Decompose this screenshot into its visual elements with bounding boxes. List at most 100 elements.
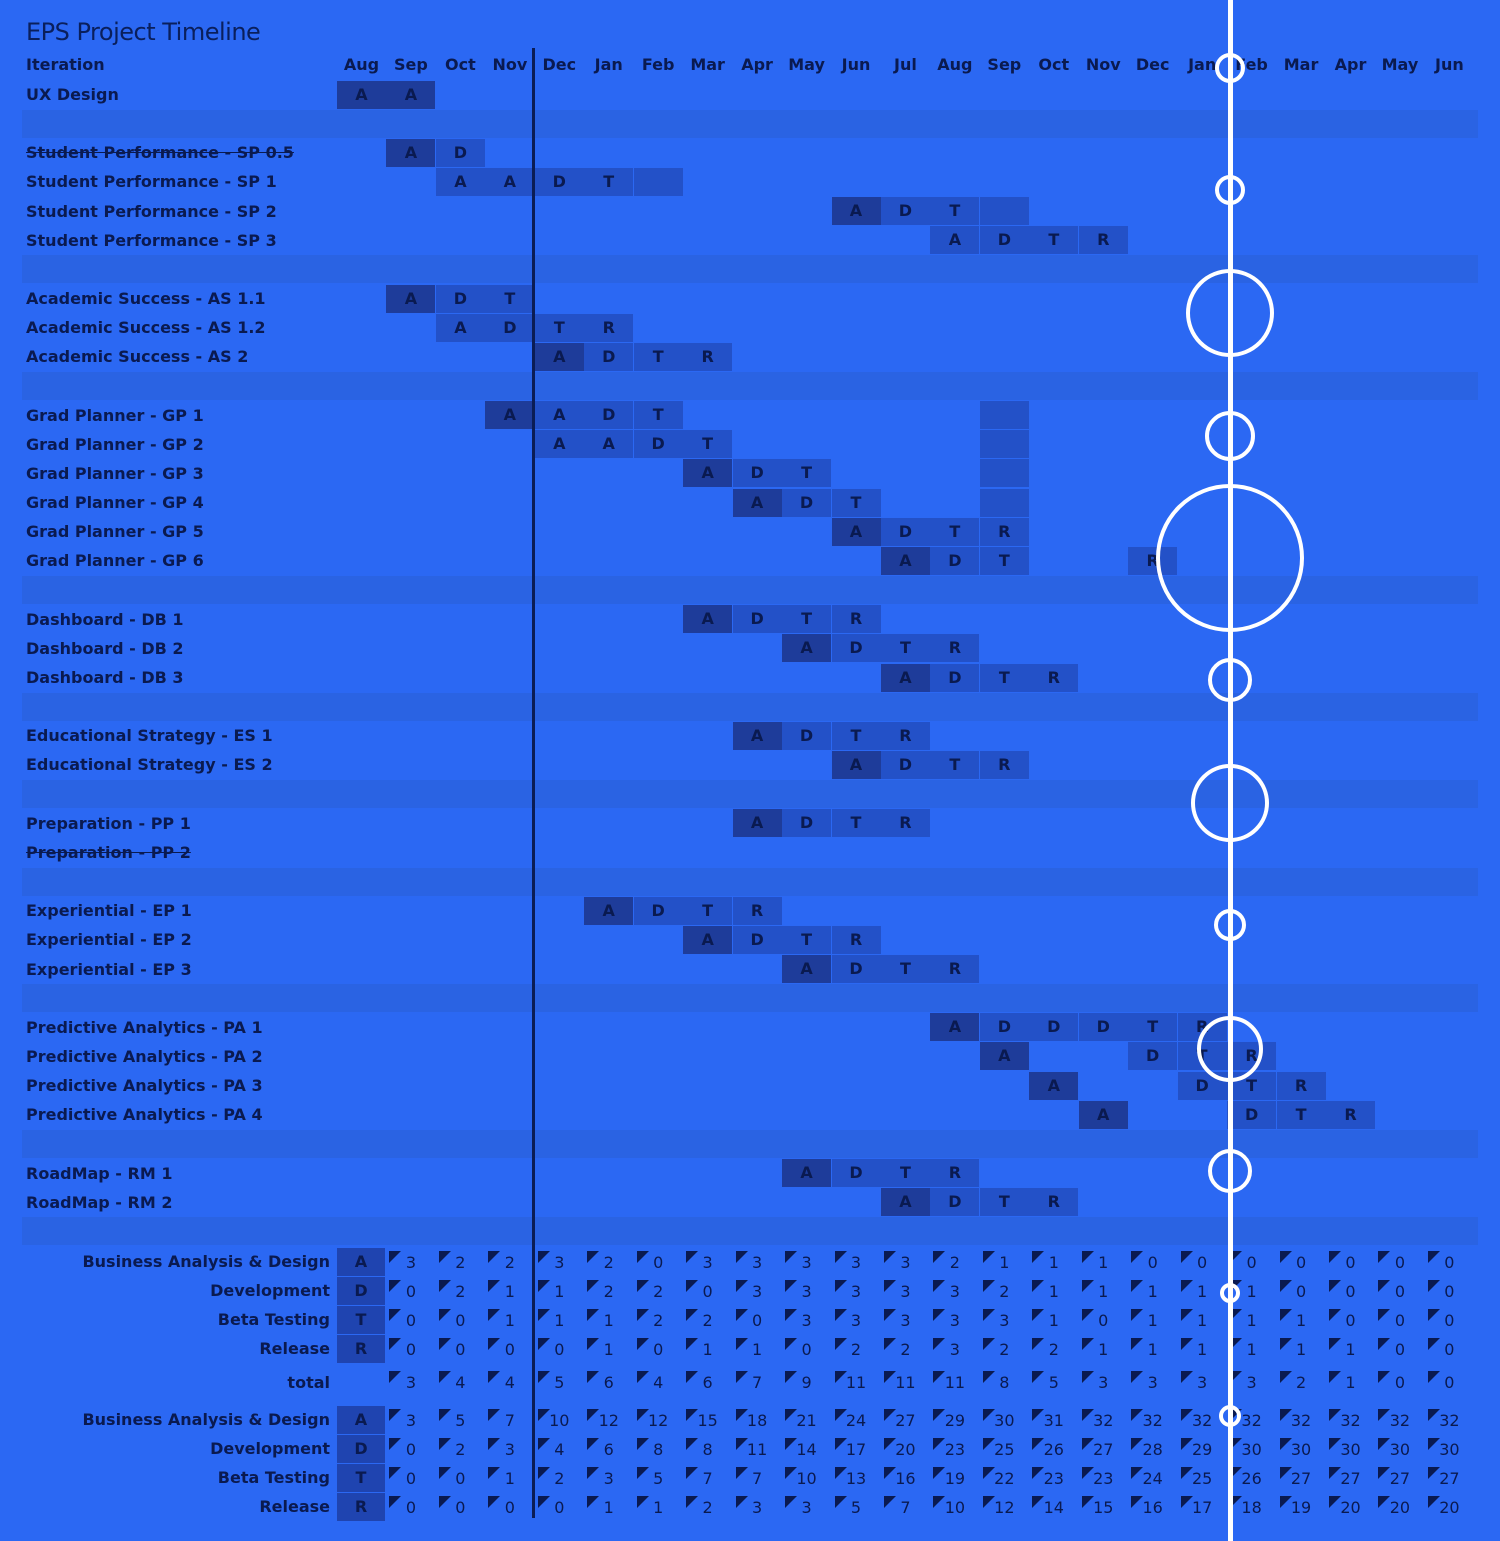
phase-cell <box>633 167 683 196</box>
phase-cell: T <box>782 605 832 634</box>
phase-cell: D <box>633 896 683 925</box>
phase-cell: T <box>831 721 881 750</box>
summary-value: 1 <box>1128 1335 1177 1363</box>
phase-cell: A <box>880 663 930 692</box>
summary-value: 3 <box>535 1248 584 1276</box>
summary-value: 7 <box>881 1493 930 1521</box>
page-title: EPS Project Timeline <box>26 18 261 46</box>
phase-cell: D <box>732 605 782 634</box>
summary-value: 0 <box>1425 1248 1474 1276</box>
summary-value: 0 <box>1277 1248 1326 1276</box>
phase-cell: T <box>979 663 1029 692</box>
iteration-label: Grad Planner - GP 2 <box>26 434 204 454</box>
summary-value: 25 <box>1178 1464 1227 1492</box>
overlay-circle <box>1215 53 1245 83</box>
summary-value: 10 <box>930 1493 979 1521</box>
phase-cell: A <box>880 546 930 575</box>
iteration-label: Preparation - PP 1 <box>26 813 191 833</box>
summary-value: 0 <box>1375 1277 1424 1305</box>
iteration-label: Grad Planner - GP 3 <box>26 463 204 483</box>
phase-cell: A <box>534 342 584 371</box>
total-value: 4 <box>634 1368 683 1396</box>
total-value: 4 <box>436 1368 485 1396</box>
summary-value: 20 <box>1425 1493 1474 1521</box>
summary-value: 0 <box>634 1248 683 1276</box>
phase-cell: T <box>633 342 683 371</box>
iteration-header: Iteration <box>26 55 105 74</box>
month-label: Sep <box>394 55 428 74</box>
month-label: Jan <box>594 55 623 74</box>
phase-cell: T <box>831 809 881 838</box>
summary-value: 0 <box>535 1335 584 1363</box>
summary-value: 1 <box>535 1306 584 1334</box>
separator-band <box>22 1129 1478 1158</box>
phase-cell: D <box>930 1188 980 1217</box>
phase-cell: D <box>485 313 535 342</box>
summary-value: 0 <box>386 1493 435 1521</box>
summary-value: 0 <box>1277 1277 1326 1305</box>
summary-value: 0 <box>1326 1306 1375 1334</box>
summary-value: 1 <box>535 1277 584 1305</box>
summary-value: 11 <box>733 1435 782 1463</box>
phase-cell: A <box>782 955 832 983</box>
summary-value: 2 <box>1029 1335 1078 1363</box>
phase-cell: D <box>1029 1013 1079 1042</box>
summary-value: 23 <box>930 1435 979 1463</box>
phase-cell: R <box>831 605 881 634</box>
phase-cell: R <box>831 925 881 954</box>
summary-label: Business Analysis & Design <box>82 1410 330 1429</box>
iteration-label: Grad Planner - GP 1 <box>26 405 204 425</box>
summary-value: 24 <box>832 1406 881 1434</box>
overlay-circle <box>1186 269 1274 357</box>
iteration-label: RoadMap - RM 1 <box>26 1163 173 1183</box>
summary-value: 26 <box>1029 1435 1078 1463</box>
separator-band <box>22 109 1478 138</box>
summary-value: 3 <box>881 1306 930 1334</box>
overlay-circle <box>1219 1405 1241 1427</box>
phase-cell <box>979 197 1029 226</box>
summary-value: 10 <box>782 1464 831 1492</box>
summary-value: 0 <box>1425 1277 1474 1305</box>
phase-cell: D <box>534 167 584 196</box>
month-label: Dec <box>1135 55 1170 74</box>
total-value: 9 <box>782 1368 831 1396</box>
iteration-label: UX Design <box>26 85 119 104</box>
total-value: 3 <box>1227 1368 1276 1396</box>
month-label: Jul <box>894 55 917 74</box>
summary-value: 1 <box>733 1335 782 1363</box>
summary-value: 1 <box>1178 1306 1227 1334</box>
summary-value: 3 <box>485 1435 534 1463</box>
phase-cell: A <box>584 896 634 925</box>
phase-cell: D <box>1078 1013 1128 1042</box>
iteration-label: Experiential - EP 1 <box>26 901 192 921</box>
phase-cell: A <box>683 459 733 488</box>
summary-value: 3 <box>386 1248 435 1276</box>
phase-cell: D <box>831 955 881 983</box>
iteration-label: Grad Planner - GP 6 <box>26 551 204 571</box>
overlay-circle <box>1205 411 1255 461</box>
phase-cell: T <box>683 430 733 459</box>
summary-value: 0 <box>485 1335 534 1363</box>
phase-cell <box>979 488 1029 517</box>
summary-value: 3 <box>782 1248 831 1276</box>
phase-cell: T <box>1276 1100 1326 1129</box>
phase-cell: D <box>831 634 881 663</box>
iteration-label: Grad Planner - GP 4 <box>26 493 204 513</box>
summary-value: 17 <box>832 1435 881 1463</box>
summary-value: 1 <box>1079 1248 1128 1276</box>
summary-value: 32 <box>1425 1406 1474 1434</box>
phase-letter: D <box>337 1276 385 1305</box>
phase-letter: T <box>337 1305 385 1334</box>
summary-value: 0 <box>733 1306 782 1334</box>
month-label: Mar <box>690 55 725 74</box>
summary-value: 1 <box>1326 1335 1375 1363</box>
month-label: Sep <box>987 55 1022 74</box>
summary-value: 18 <box>1227 1493 1276 1521</box>
summary-value: 30 <box>1375 1435 1424 1463</box>
phase-cell: A <box>683 605 733 634</box>
total-value: 3 <box>1079 1368 1128 1396</box>
summary-value: 10 <box>535 1406 584 1434</box>
summary-value: 27 <box>1425 1464 1474 1492</box>
phase-cell: A <box>930 226 980 255</box>
phase-cell: T <box>930 197 980 226</box>
